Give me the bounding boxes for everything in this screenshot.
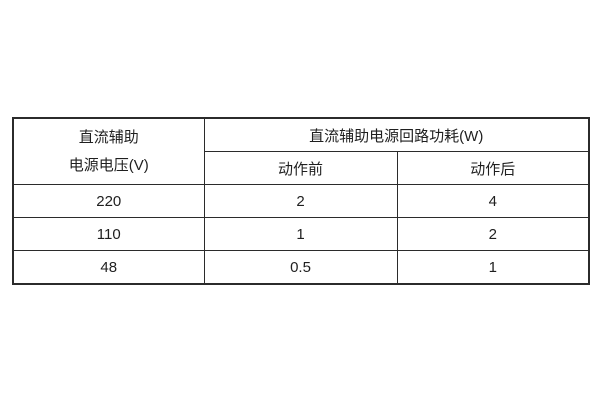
table-header-row-1: 直流辅助 电源电压(V) 直流辅助电源回路功耗(W) (12, 117, 590, 185)
table-header-row-2: 动作前 动作后 (13, 151, 590, 185)
voltage-cell: 220 (12, 184, 205, 218)
before-value-cell: 2 (203, 184, 398, 218)
after-action-header-cell: 动作后 (396, 151, 590, 185)
before-action-header-cell: 动作前 (203, 151, 398, 185)
dc-auxiliary-power-consumption-table: 直流辅助 电源电压(V) 直流辅助电源回路功耗(W) 动作前 动作后 220 2… (12, 117, 590, 285)
table-row: 220 2 4 (12, 184, 590, 218)
table-row: 48 0.5 1 (12, 250, 590, 285)
voltage-header-line2: 电源电压(V) (68, 156, 149, 174)
after-value-cell: 1 (396, 250, 590, 285)
after-value-cell: 4 (396, 184, 590, 218)
voltage-header-line1: 直流辅助 (78, 128, 139, 146)
before-value-cell: 1 (203, 217, 398, 251)
before-value-cell: 0.5 (203, 250, 398, 285)
voltage-cell: 110 (12, 217, 205, 251)
voltage-header-cell: 直流辅助 电源电压(V) (12, 117, 205, 185)
after-value-cell: 2 (396, 217, 590, 251)
power-consumption-header-cell: 直流辅助电源回路功耗(W) (203, 117, 590, 152)
voltage-cell: 48 (12, 250, 205, 285)
table-row: 110 1 2 (12, 217, 590, 251)
